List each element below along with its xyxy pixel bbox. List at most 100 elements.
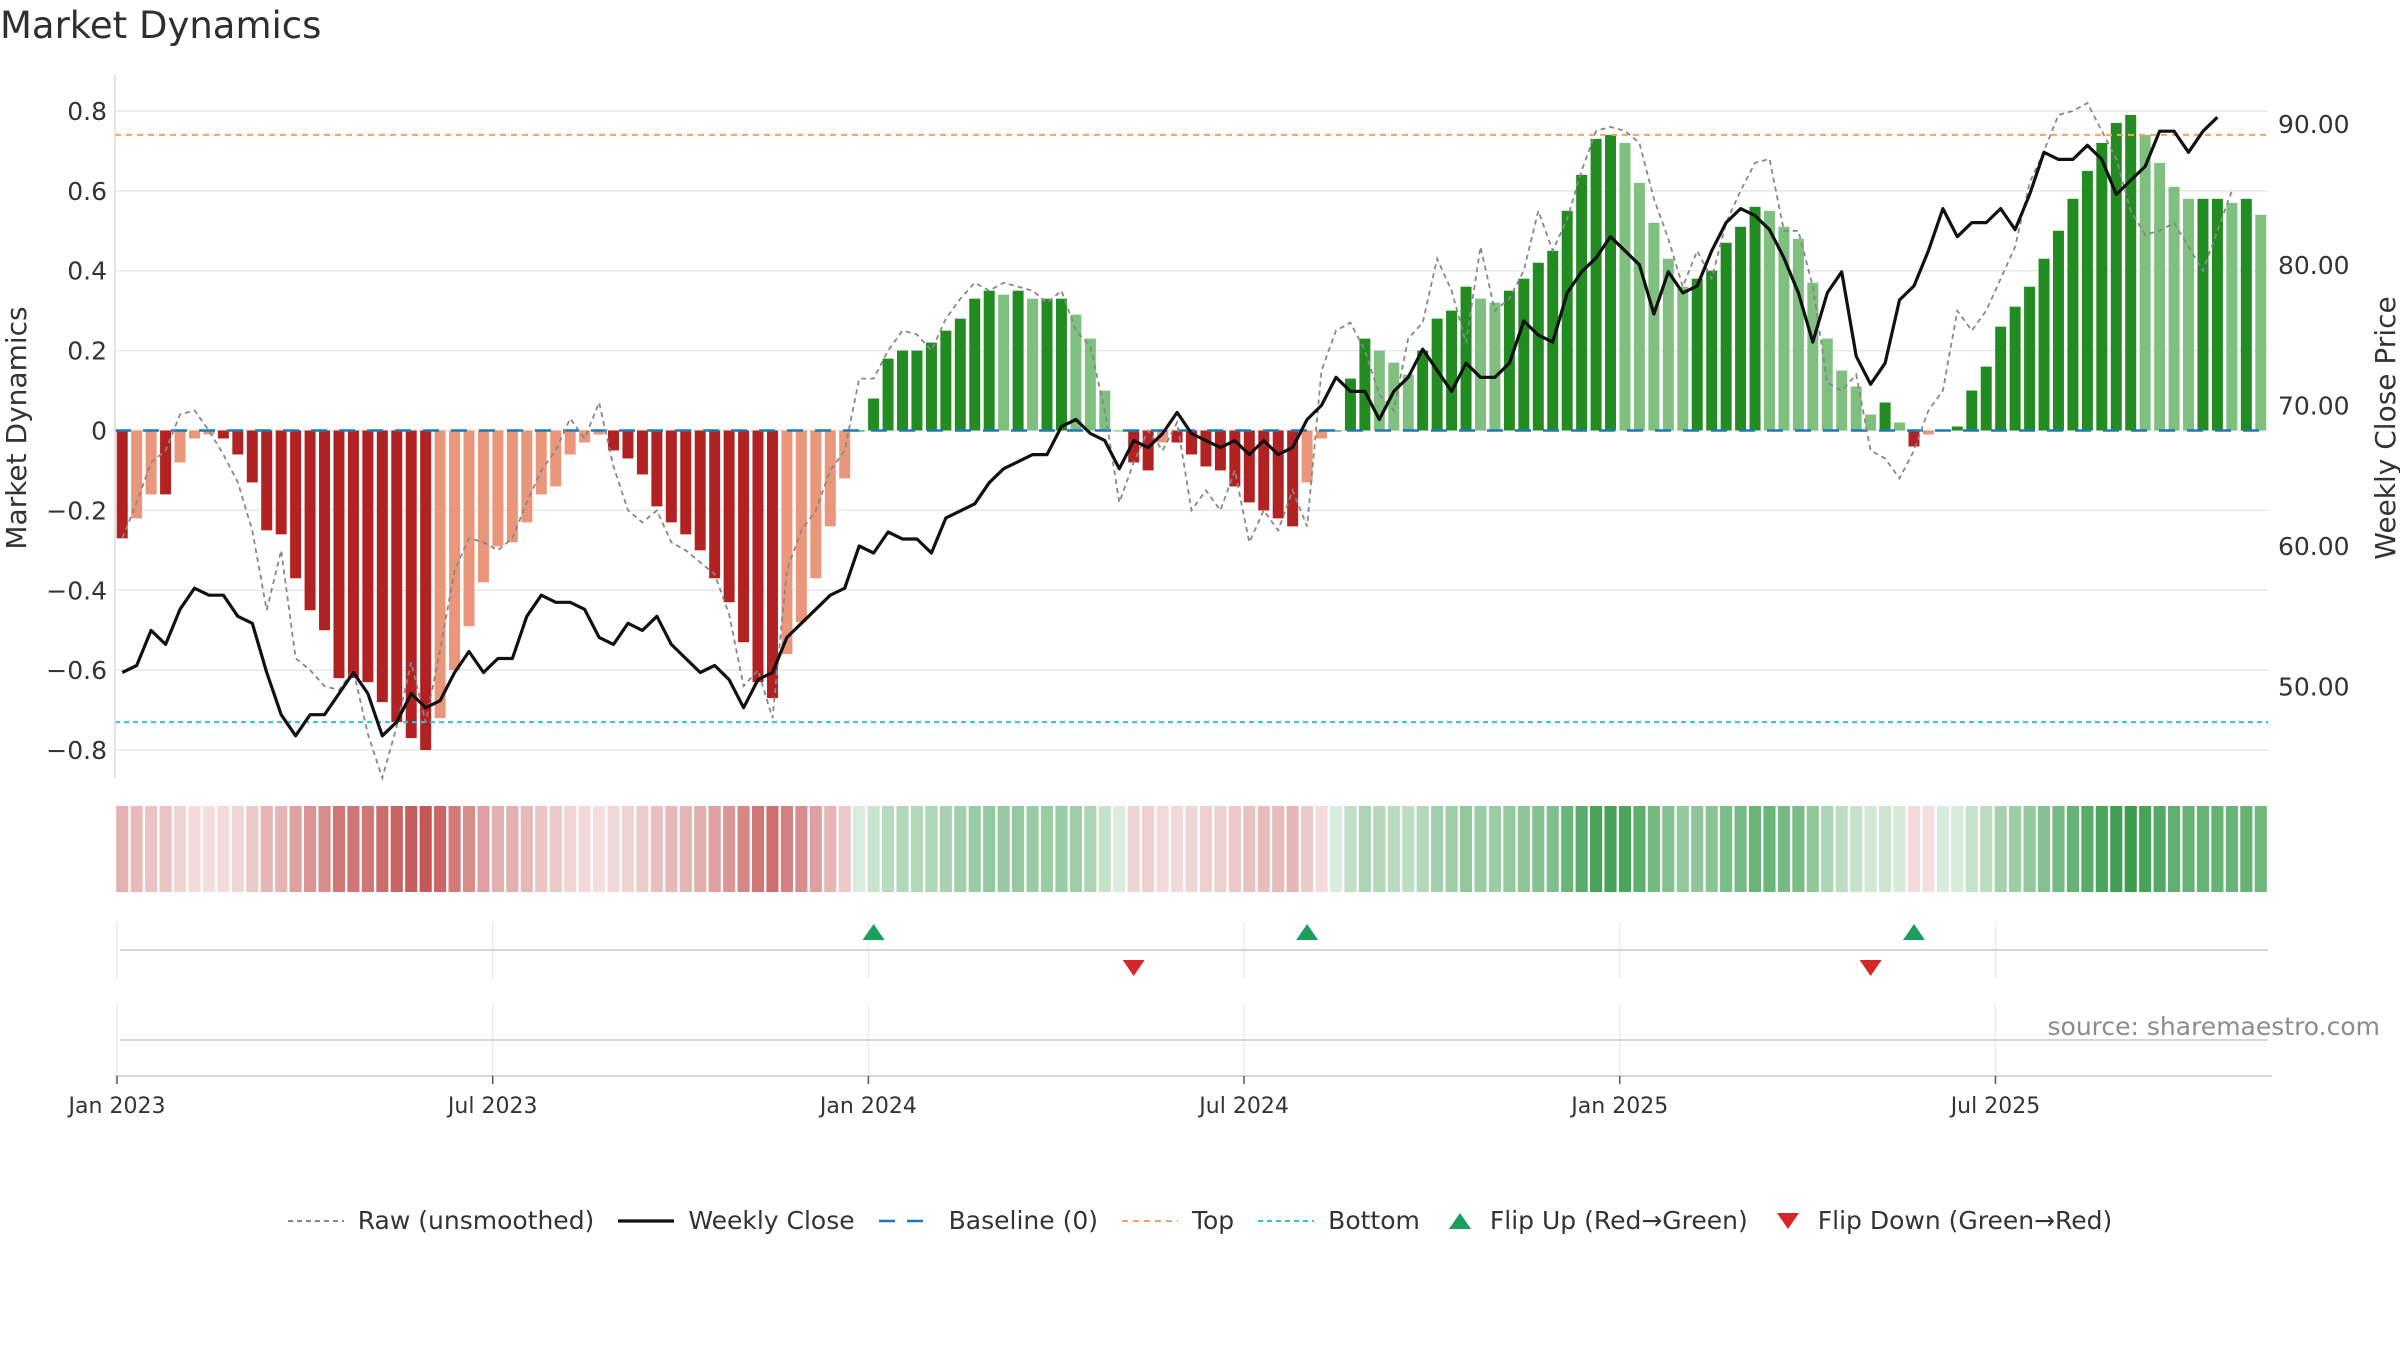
state-cell	[1315, 806, 1328, 892]
dynamics-bar	[752, 430, 764, 683]
state-cell	[2037, 806, 2051, 892]
state-cell	[1647, 806, 1660, 892]
dynamics-bar	[1706, 270, 1718, 431]
dynamics-bar	[1532, 262, 1544, 431]
dynamics-bar	[2226, 202, 2238, 431]
x-tick-label: Jul 2024	[1197, 1094, 1289, 1119]
dynamics-bar	[1836, 370, 1848, 431]
dynamics-bar	[1980, 366, 1992, 431]
state-cell	[260, 806, 273, 892]
state-cell	[867, 806, 880, 892]
dynamics-bar	[1460, 286, 1472, 431]
dynamics-bar	[2052, 230, 2064, 431]
dynamics-bar	[1041, 298, 1053, 431]
state-cell	[636, 806, 649, 892]
dynamics-bar	[1142, 430, 1154, 471]
dynamics-bar	[1475, 298, 1486, 431]
state-cell	[289, 806, 302, 892]
dynamics-bar	[1720, 242, 1732, 431]
state-cell	[2211, 806, 2224, 892]
state-cell	[1040, 806, 1054, 892]
state-cell	[1936, 806, 1949, 892]
state-cell	[188, 806, 201, 892]
state-cell	[1532, 806, 1545, 892]
state-cell	[1879, 806, 1892, 892]
state-cell	[2066, 806, 2079, 892]
dynamics-bar	[781, 430, 793, 655]
state-cell	[1286, 806, 1299, 892]
y-tick-label-left: 0.2	[67, 337, 107, 366]
y-tick-label-right: 50.00	[2278, 673, 2350, 702]
dynamics-bar	[232, 430, 244, 455]
legend-item-baseline: Baseline (0)	[878, 1206, 1098, 1235]
state-cell	[1084, 806, 1097, 892]
state-cell	[2225, 806, 2238, 892]
legend-item-flip-up: Flip Up (Red→Green)	[1444, 1206, 1748, 1235]
flip-markers	[116, 922, 2268, 978]
state-cell	[318, 806, 331, 892]
dynamics-bar	[1344, 378, 1356, 431]
dynamics-bar	[824, 430, 836, 527]
state-cell	[332, 806, 346, 892]
state-cell	[231, 806, 244, 892]
state-cell	[2110, 806, 2123, 892]
state-cell	[1358, 806, 1371, 892]
close-line	[121, 116, 2219, 738]
dynamics-bar	[1879, 402, 1891, 431]
flip-up-marker	[1296, 924, 1319, 940]
y-tick-label-right: 70.00	[2278, 391, 2350, 420]
legend-swatch-baseline	[878, 1219, 935, 1222]
dynamics-bar	[290, 430, 302, 579]
dynamics-bar	[1272, 430, 1284, 519]
state-cell	[1055, 806, 1068, 892]
state-cell	[2139, 806, 2152, 892]
dynamics-bar	[1763, 210, 1775, 431]
state-cell	[650, 806, 663, 892]
state-cell	[390, 806, 403, 892]
state-cell	[2254, 806, 2267, 892]
flip-down-marker	[1859, 960, 1882, 976]
state-cell	[1662, 806, 1675, 892]
state-cell	[1590, 806, 1603, 892]
state-cell	[665, 806, 678, 892]
dynamics-bar	[1576, 174, 1588, 431]
state-cell	[1098, 806, 1111, 892]
state-strip	[116, 806, 2267, 892]
dynamics-bar	[1850, 386, 1862, 431]
state-cell	[1488, 806, 1502, 892]
dynamics-bar	[1287, 430, 1299, 527]
dynamics-bar	[1128, 430, 1140, 463]
dynamics-bar	[2081, 170, 2093, 431]
dynamics-bar	[477, 430, 489, 583]
dynamics-bar	[1518, 278, 1530, 431]
state-cell	[1850, 806, 1863, 892]
dynamics-bar	[1966, 390, 1978, 431]
dynamics-bar	[868, 398, 880, 431]
dynamics-bar	[1619, 142, 1631, 431]
state-cell	[2240, 806, 2253, 892]
dynamics-bar	[810, 430, 822, 579]
dynamics-bar	[969, 298, 981, 431]
state-cell	[795, 806, 808, 892]
raw-series	[121, 101, 2233, 782]
state-cell	[1170, 806, 1184, 892]
dynamics-bar	[636, 430, 648, 475]
state-cell	[751, 806, 765, 892]
state-cell	[1243, 806, 1256, 892]
legend-swatch-close	[618, 1218, 675, 1223]
dynamics-bar	[2125, 114, 2137, 431]
state-cell	[535, 806, 548, 892]
dynamics-bar	[333, 430, 345, 679]
dynamics-bar	[521, 430, 533, 523]
y-tick-label-left: 0	[91, 416, 107, 445]
state-cell	[1156, 806, 1169, 892]
legend-label: Bottom	[1328, 1206, 1420, 1235]
dynamics-bar	[1417, 350, 1429, 431]
state-cell	[1835, 806, 1848, 892]
dynamics-bar	[535, 430, 547, 495]
state-cell	[520, 806, 533, 892]
dynamics-bar	[709, 430, 721, 579]
state-cell	[607, 806, 620, 892]
state-cell	[1604, 806, 1617, 892]
state-cell	[173, 806, 187, 892]
